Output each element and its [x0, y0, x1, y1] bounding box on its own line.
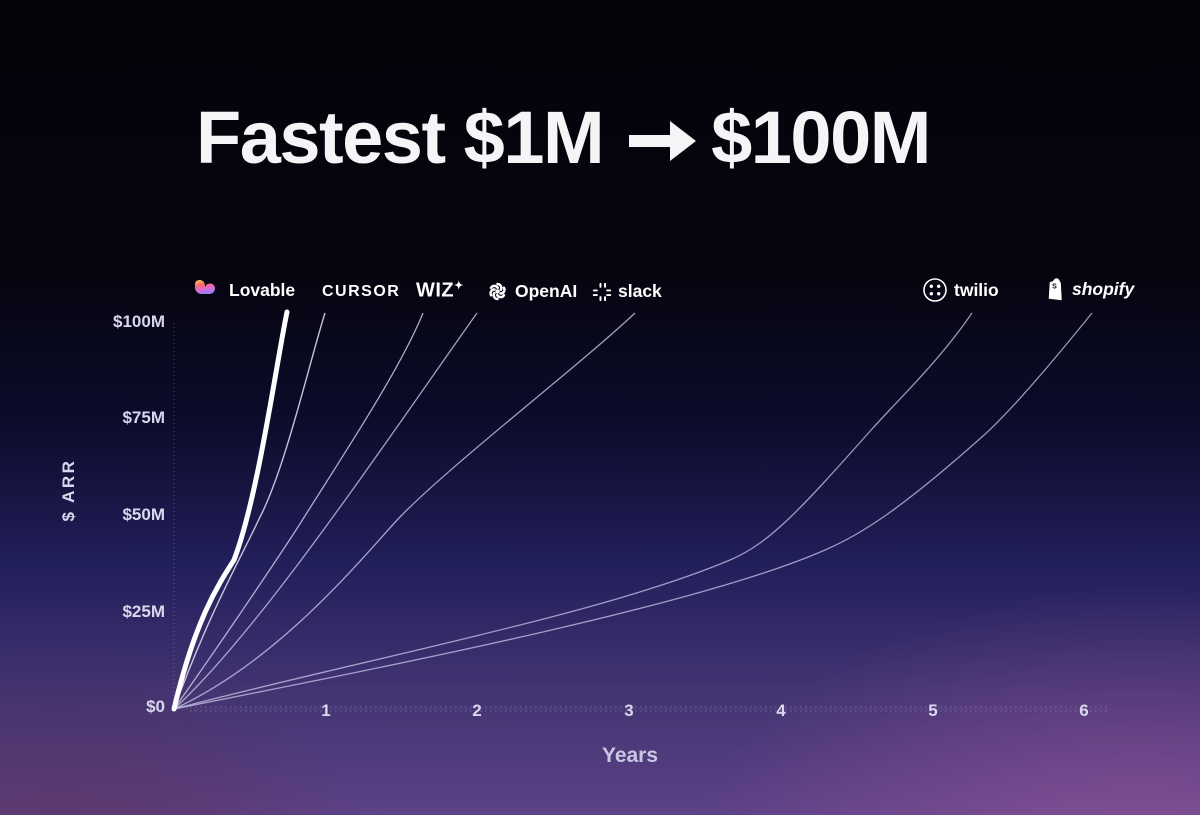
svg-text:S: S [1052, 284, 1057, 291]
